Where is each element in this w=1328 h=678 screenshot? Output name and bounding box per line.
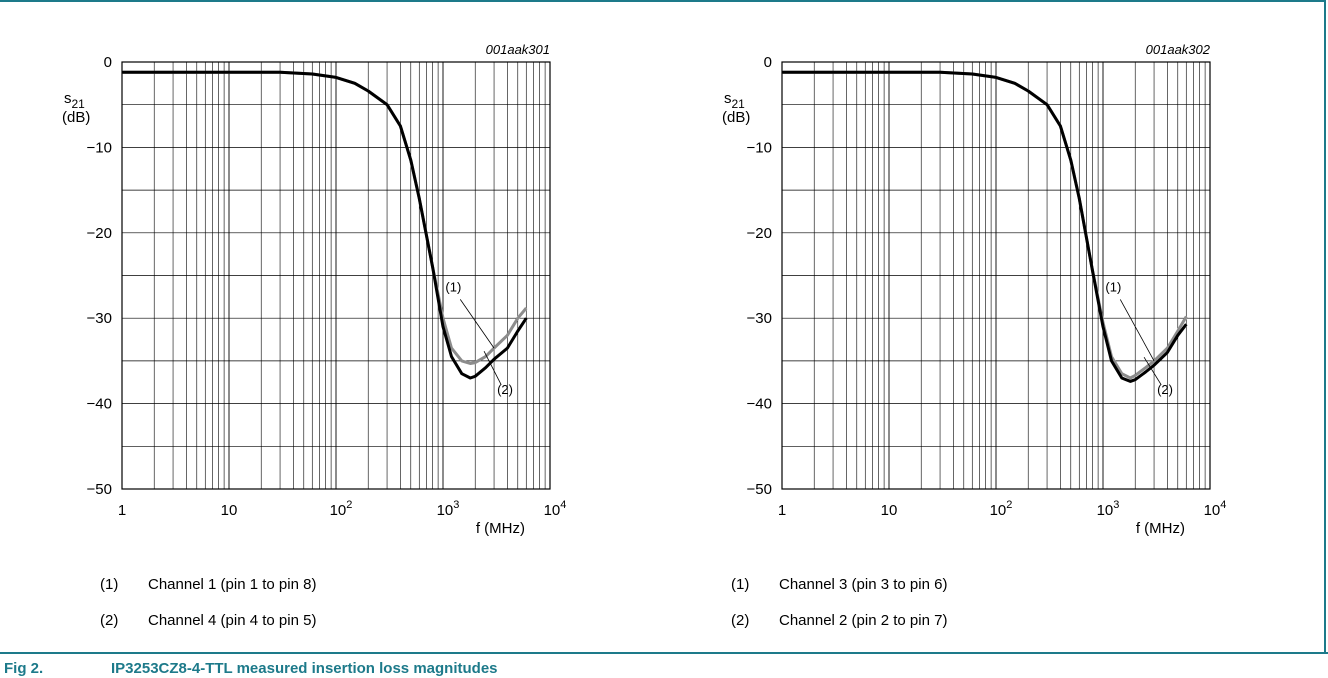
x-tick-label: 10 (881, 502, 898, 519)
y-tick-label: −10 (87, 139, 112, 156)
y-tick-label: −40 (87, 396, 112, 413)
plot-border (781, 61, 1211, 490)
y-axis-unit: (dB) (722, 109, 750, 126)
series-line-2 (782, 70, 1188, 383)
x-tick-label: 1 (778, 502, 786, 519)
y-tick-label: −50 (747, 481, 772, 498)
y-tick-label: −30 (747, 310, 772, 327)
x-tick-label: 102 (990, 499, 1013, 519)
x-tick-label: 103 (437, 499, 460, 519)
callout-leader (1119, 299, 1155, 362)
callout-label: (1) (445, 280, 461, 295)
series-line-1 (782, 70, 1188, 380)
plot-border (121, 61, 551, 490)
y-axis-label: s21 (724, 90, 745, 111)
y-tick-label: −20 (747, 225, 772, 242)
legend-item: (2) Channel 4 (pin 4 to pin 5) (100, 612, 500, 632)
y-tick-label: −50 (87, 481, 112, 498)
x-tick-label: 1 (118, 502, 126, 519)
legend-number: (1) (100, 576, 119, 593)
legend-item: (1) Channel 1 (pin 1 to pin 8) (100, 576, 500, 596)
legend-item: (1) Channel 3 (pin 3 to pin 6) (731, 576, 1131, 596)
legend-number: (1) (731, 576, 750, 593)
chart-id-label: 001aak301 (486, 42, 550, 57)
legend-left: (1) Channel 1 (pin 1 to pin 8) (2) Chann… (100, 576, 500, 636)
y-tick-label: −30 (87, 310, 112, 327)
x-tick-label: 104 (1204, 499, 1227, 519)
x-tick-label: 103 (1097, 499, 1120, 519)
legend-text: Channel 1 (pin 1 to pin 8) (148, 576, 317, 593)
callout-label: (2) (497, 382, 513, 397)
figure-label: Fig 2. (4, 660, 44, 677)
legend-text: Channel 3 (pin 3 to pin 6) (779, 576, 948, 593)
legend-number: (2) (731, 612, 750, 629)
x-tick-label: 10 (221, 502, 238, 519)
x-tick-label: 104 (544, 499, 567, 519)
x-axis-label: f (MHz) (476, 520, 525, 537)
figure-title: IP3253CZ8-4-TTL measured insertion loss … (111, 660, 498, 677)
y-tick-label: 0 (104, 54, 112, 71)
y-tick-label: −20 (87, 225, 112, 242)
y-tick-label: 0 (764, 54, 772, 71)
legend-number: (2) (100, 612, 119, 629)
callout-label: (1) (1105, 280, 1121, 295)
callout-leader (483, 351, 502, 385)
legend-item: (2) Channel 2 (pin 2 to pin 7) (731, 612, 1131, 632)
legend-text: Channel 4 (pin 4 to pin 5) (148, 612, 317, 629)
legend-right: (1) Channel 3 (pin 3 to pin 6) (2) Chann… (731, 576, 1131, 636)
callout-leader (1143, 356, 1162, 386)
x-axis-label: f (MHz) (1136, 520, 1185, 537)
callout-label: (2) (1157, 382, 1173, 397)
chart-id-label: 001aak302 (1146, 42, 1211, 57)
y-axis-unit: (dB) (62, 109, 90, 126)
caption-divider (0, 652, 1328, 678)
figure-frame (0, 0, 1326, 652)
legend-text: Channel 2 (pin 2 to pin 7) (779, 612, 948, 629)
x-tick-label: 102 (330, 499, 353, 519)
series-line-2 (122, 70, 528, 380)
y-axis-label: s21 (64, 90, 85, 111)
callout-leader (459, 299, 495, 349)
y-tick-label: −40 (747, 396, 772, 413)
y-tick-label: −10 (747, 139, 772, 156)
